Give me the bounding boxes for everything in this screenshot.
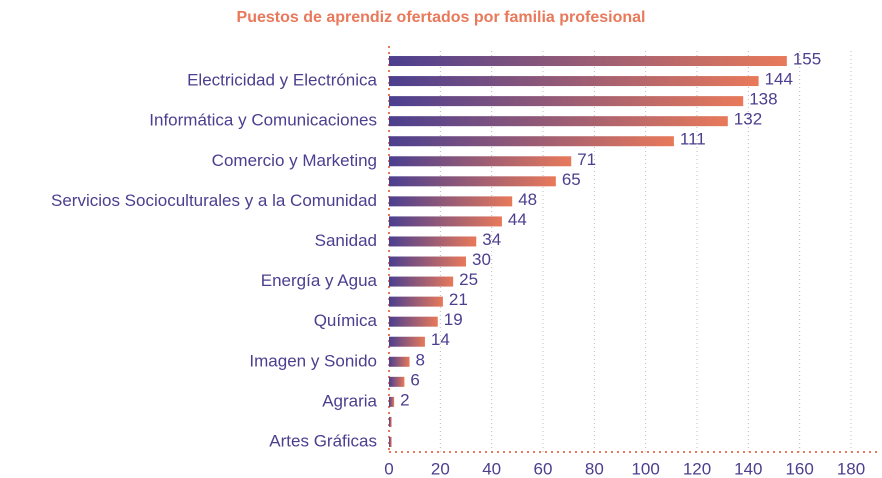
bar: [389, 296, 443, 307]
bar: [389, 196, 513, 207]
x-tick-label: 0: [384, 459, 393, 478]
x-tick-label: 160: [785, 459, 813, 478]
value-label: 25: [459, 270, 478, 289]
y-tick-label: Energía y Agua: [261, 271, 378, 290]
bar: [389, 396, 395, 407]
x-tick-label: 80: [585, 459, 604, 478]
value-label: 8: [416, 350, 425, 369]
x-tick-label: 20: [431, 459, 450, 478]
bar: [389, 376, 405, 387]
value-label: 144: [765, 70, 793, 89]
value-label: 6: [410, 370, 419, 389]
value-label: 30: [472, 250, 491, 269]
bar: [389, 316, 438, 327]
y-tick-label: Artes Gráficas: [269, 431, 377, 450]
y-tick-label: Servicios Socioculturales y a la Comunid…: [51, 191, 377, 210]
bar: [389, 436, 392, 447]
bar: [389, 336, 425, 347]
value-label: 19: [444, 310, 463, 329]
value-label: 44: [508, 210, 527, 229]
bar: [389, 56, 787, 67]
bar: [389, 76, 759, 87]
chart-title: Puestos de aprendiz ofertados por famili…: [237, 9, 646, 26]
bar: [389, 176, 556, 187]
bar: [389, 136, 674, 147]
bar: [389, 96, 744, 107]
value-label: 2: [400, 390, 409, 409]
y-tick-label: Imagen y Sonido: [249, 351, 377, 370]
value-label: 34: [482, 230, 501, 249]
bar: [389, 276, 454, 287]
y-tick-label: Agraria: [322, 391, 377, 410]
value-label: 138: [749, 90, 777, 109]
value-label: 155: [793, 50, 821, 69]
value-label: 21: [449, 290, 468, 309]
x-tick-label: 40: [482, 459, 501, 478]
bar: [389, 156, 572, 167]
y-tick-label: Sanidad: [315, 231, 377, 250]
x-tick-label: 60: [534, 459, 553, 478]
x-tick-label: 140: [734, 459, 762, 478]
y-tick-label: Química: [314, 311, 378, 330]
bar: [389, 356, 410, 367]
value-label: 71: [577, 150, 596, 169]
y-tick-label: Comercio y Marketing: [212, 151, 377, 170]
bar: [389, 216, 502, 227]
x-tick-label: 120: [683, 459, 711, 478]
bar: [389, 116, 728, 127]
bar: [389, 256, 466, 267]
y-tick-label: Electricidad y Electrónica: [187, 71, 377, 90]
x-tick-label: 100: [631, 459, 659, 478]
x-tick-label: 180: [837, 459, 865, 478]
value-label: 14: [431, 330, 450, 349]
bar: [389, 236, 477, 247]
value-label: 132: [734, 110, 762, 129]
value-label: 65: [562, 170, 581, 189]
bar: [389, 416, 392, 427]
value-label: 111: [680, 130, 706, 149]
y-tick-label: Informática y Comunicaciones: [149, 111, 377, 130]
value-label: 48: [518, 190, 537, 209]
